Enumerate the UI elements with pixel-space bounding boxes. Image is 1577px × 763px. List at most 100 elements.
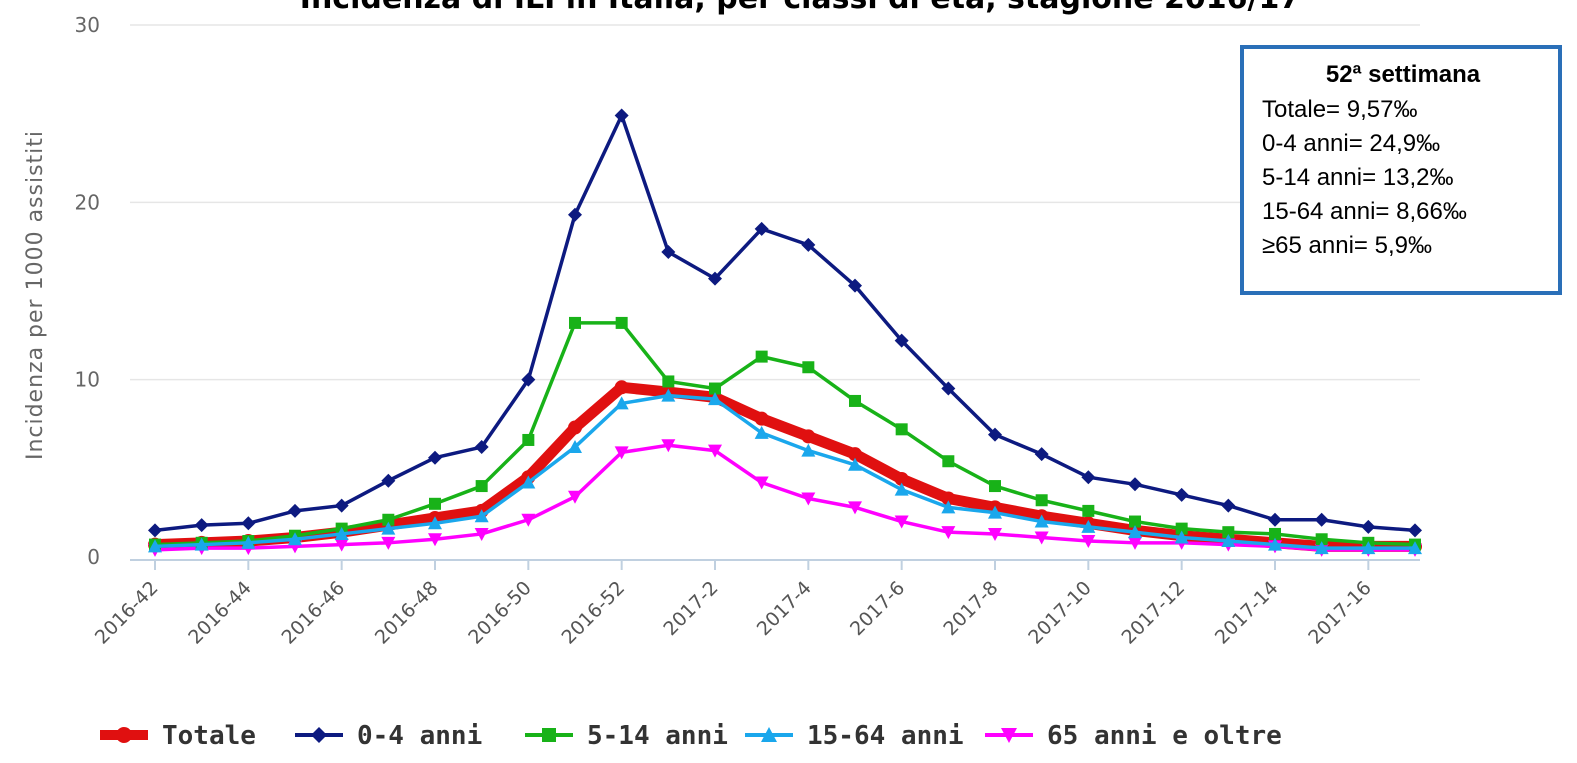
point-0-4-anni-2017-2 [708,271,722,286]
point-totale-2017-7 [941,491,956,506]
x-tick-label-2017-14: 2017-14 [1211,577,1283,649]
point-15-64-anni-2017-15 [1314,541,1329,555]
point-5-14-anni-2017-12 [1175,522,1188,535]
x-tick-label-2016-50: 2016-50 [464,577,536,649]
point-0-4-anni-2017-13 [1221,498,1236,513]
legend-item-totale: Totale [100,721,256,751]
point-0-4-anni-2017-16 [1361,519,1376,534]
point-15-64-anni-2016-48 [428,516,442,530]
point-0-4-anni-2016-49 [474,440,489,455]
point-15-64-anni-2017-10 [1081,519,1096,533]
point-5-14-anni-2016-48 [429,497,441,510]
legend-marker-5-14-anni [542,728,556,742]
point-65-anni-e-oltre-2017-4 [801,492,816,506]
x-axis: 2016-42 2016-44 2016-46 2016-48 2016-50 2016-… [91,559,1420,649]
point-totale-2017-6 [894,471,909,486]
x-tick-label-2016-48: 2016-48 [371,577,443,649]
y-tick-label-10: 10 [75,368,100,392]
point-5-14-anni-2017-4 [802,361,815,374]
point-65-anni-e-oltre-2017-5 [848,501,862,515]
point-0-4-anni-2016-50 [521,372,536,387]
point-65-anni-e-oltre-2017-10 [1081,535,1096,549]
point-0-4-anni-2017-7 [941,381,956,396]
legend-marker-totale [116,727,132,743]
point-5-14-anni-2017-6 [895,423,908,436]
point-0-4-anni-2016-44 [241,516,256,531]
point-65-anni-e-oltre-2016-52 [614,446,629,460]
point-0-4-anni-2016-48 [428,450,442,465]
point-5-14-anni-2016-51 [569,316,581,329]
x-tick-label-2016-44: 2016-44 [184,577,256,649]
point-0-4-anni-2017-8 [988,427,1002,442]
point-totale-2017-4 [801,429,816,444]
legend: Totale 0-4 anni 5-14 anni 15-64 anni 65 anni… [100,721,1282,751]
point-5-14-anni-2016-47 [382,513,395,526]
point-5-14-anni-2017-8 [989,480,1001,493]
legend-label-totale: Totale [162,721,256,751]
point-5-14-anni-2017-3 [755,350,768,363]
point-0-4-anni-2016-46 [334,498,349,513]
point-15-64-anni-2016-44 [241,535,256,549]
x-tick-label-2016-52: 2016-52 [558,577,630,649]
point-0-4-anni-2017-1 [661,244,676,259]
legend-marker-0-4-anni [311,727,327,743]
x-tick-label-2017-2: 2017-2 [659,577,722,640]
point-5-14-anni-2017-13 [1222,526,1235,539]
point-0-4-anni-2017-9 [1034,447,1049,462]
info-box: 52ª settimana Totale= 9,57‰ 0-4 anni= 24… [1240,45,1562,295]
y-tick-label-30: 30 [75,13,100,37]
point-65-anni-e-oltre-2016-47 [381,536,396,550]
point-totale-2016-51 [568,420,582,435]
x-tick-label-2017-16: 2017-16 [1304,577,1376,649]
point-65-anni-e-oltre-2017-8 [988,527,1002,541]
y-axis-ticks: 0 10 20 30 [75,13,100,569]
series-line-15-64-anni [153,393,1417,550]
point-15-64-anni-2016-43 [194,537,209,551]
point-5-14-anni-2017-7 [942,455,955,468]
point-15-64-anni-2016-45 [288,532,302,546]
legend-marker-65-anni-e-oltre [1001,728,1017,743]
point-0-4-anni-2016-42 [148,523,162,538]
point-65-anni-e-oltre-2017-11 [1128,536,1142,550]
point-65-anni-e-oltre-2017-9 [1034,531,1049,545]
point-0-4-anni-2016-47 [381,473,396,488]
point-15-64-anni-2016-47 [381,521,396,535]
point-15-64-anni-2017-12 [1174,530,1189,544]
point-15-64-anni-2017-14 [1268,537,1282,551]
legend-item-15-64-anni: 15-64 anni [745,721,964,751]
legend-item-65-anni-e-oltre: 65 anni e oltre [985,721,1282,751]
point-15-64-anni-2017-5 [848,457,862,471]
point-65-anni-e-oltre-2017-2 [708,444,722,458]
chart-title: Incidenza di ILI in Italia, per classi d… [300,0,1300,16]
point-0-4-anni-2017-5 [848,278,862,293]
legend-item-5-14-anni: 5-14 anni [525,721,728,751]
series-line-totale [149,381,1421,552]
point-5-14-anni-2017-11 [1129,515,1141,528]
point-15-64-anni-2017-17 [1408,541,1422,555]
legend-label-0-4-anni: 0-4 anni [357,721,482,751]
x-tick-label-2016-42: 2016-42 [91,577,163,649]
x-tick-label-2016-46: 2016-46 [278,577,350,649]
point-15-64-anni-2017-7 [941,500,956,514]
point-15-64-anni-2017-6 [894,482,909,496]
point-65-anni-e-oltre-2017-1 [661,439,676,453]
point-5-14-anni-2016-52 [615,316,628,329]
point-5-14-anni-2017-5 [849,394,861,407]
point-65-anni-e-oltre-2017-7 [941,526,956,540]
point-15-64-anni-2017-13 [1221,534,1236,548]
y-tick-label-20: 20 [75,190,100,214]
series-5-14-anni [149,316,1421,551]
point-15-64-anni-2017-11 [1128,525,1142,539]
series-15-64-anni [148,388,1422,555]
point-0-4-anni-2016-45 [288,503,302,518]
point-0-4-anni-2017-11 [1128,477,1142,492]
point-15-64-anni-2017-2 [708,392,722,406]
info-box-line-totale: Totale= 9,57‰ [1262,96,1418,123]
legend-label-65-anni-e-oltre: 65 anni e oltre [1047,721,1282,751]
point-65-anni-e-oltre-2016-49 [474,527,489,541]
point-0-4-anni-2017-10 [1081,470,1096,485]
point-15-64-anni-2017-3 [754,425,769,439]
point-15-64-anni-2017-8 [988,505,1002,519]
point-0-4-anni-2017-15 [1314,512,1329,527]
point-5-14-anni-2016-49 [475,480,488,493]
